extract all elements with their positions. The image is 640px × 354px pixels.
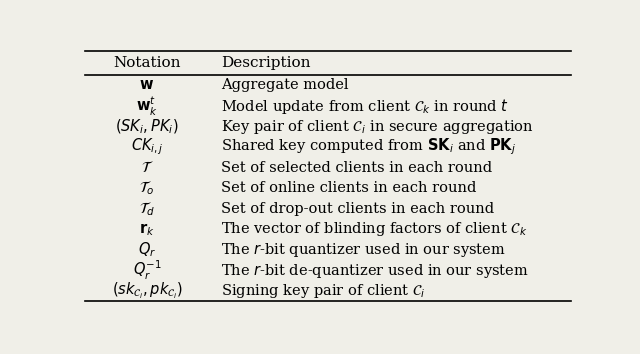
Text: $\mathcal{T}$: $\mathcal{T}$ [141,160,154,175]
Text: $Q_r$: $Q_r$ [138,241,156,259]
Text: Set of drop-out clients in each round: Set of drop-out clients in each round [221,202,495,216]
Text: $Q_r^{-1}$: $Q_r^{-1}$ [132,259,161,282]
Text: Model update from client $\mathcal{C}_k$ in round $t$: Model update from client $\mathcal{C}_k$… [221,97,509,115]
Text: $CK_{i,j}$: $CK_{i,j}$ [131,137,163,158]
Text: Notation: Notation [113,56,180,70]
Text: $(sk_{\mathcal{C}_i}, pk_{\mathcal{C}_i})$: $(sk_{\mathcal{C}_i}, pk_{\mathcal{C}_i}… [111,281,182,302]
Text: $\mathbf{w}_k^t$: $\mathbf{w}_k^t$ [136,95,158,118]
Text: $\mathbf{r}_k$: $\mathbf{r}_k$ [139,221,155,238]
Text: The vector of blinding factors of client $\mathcal{C}_k$: The vector of blinding factors of client… [221,221,527,239]
Text: Key pair of client $\mathcal{C}_i$ in secure aggregation: Key pair of client $\mathcal{C}_i$ in se… [221,118,534,136]
Text: $\mathcal{T}_d$: $\mathcal{T}_d$ [139,200,155,218]
Text: Aggregate model: Aggregate model [221,79,349,92]
Text: Description: Description [221,56,311,70]
Text: $\mathbf{w}$: $\mathbf{w}$ [140,79,154,92]
Text: $(SK_i, PK_i)$: $(SK_i, PK_i)$ [115,118,179,136]
Text: Set of selected clients in each round: Set of selected clients in each round [221,161,493,175]
Text: The $r$-bit de-quantizer used in our system: The $r$-bit de-quantizer used in our sys… [221,262,529,280]
Text: Signing key pair of client $\mathcal{C}_i$: Signing key pair of client $\mathcal{C}_… [221,282,426,300]
Text: The $r$-bit quantizer used in our system: The $r$-bit quantizer used in our system [221,241,506,259]
Text: $\mathcal{T}_o$: $\mathcal{T}_o$ [140,179,155,197]
Text: Set of online clients in each round: Set of online clients in each round [221,181,477,195]
Text: Shared key computed from $\mathbf{SK}_i$ and $\mathbf{PK}_j$: Shared key computed from $\mathbf{SK}_i$… [221,137,516,158]
